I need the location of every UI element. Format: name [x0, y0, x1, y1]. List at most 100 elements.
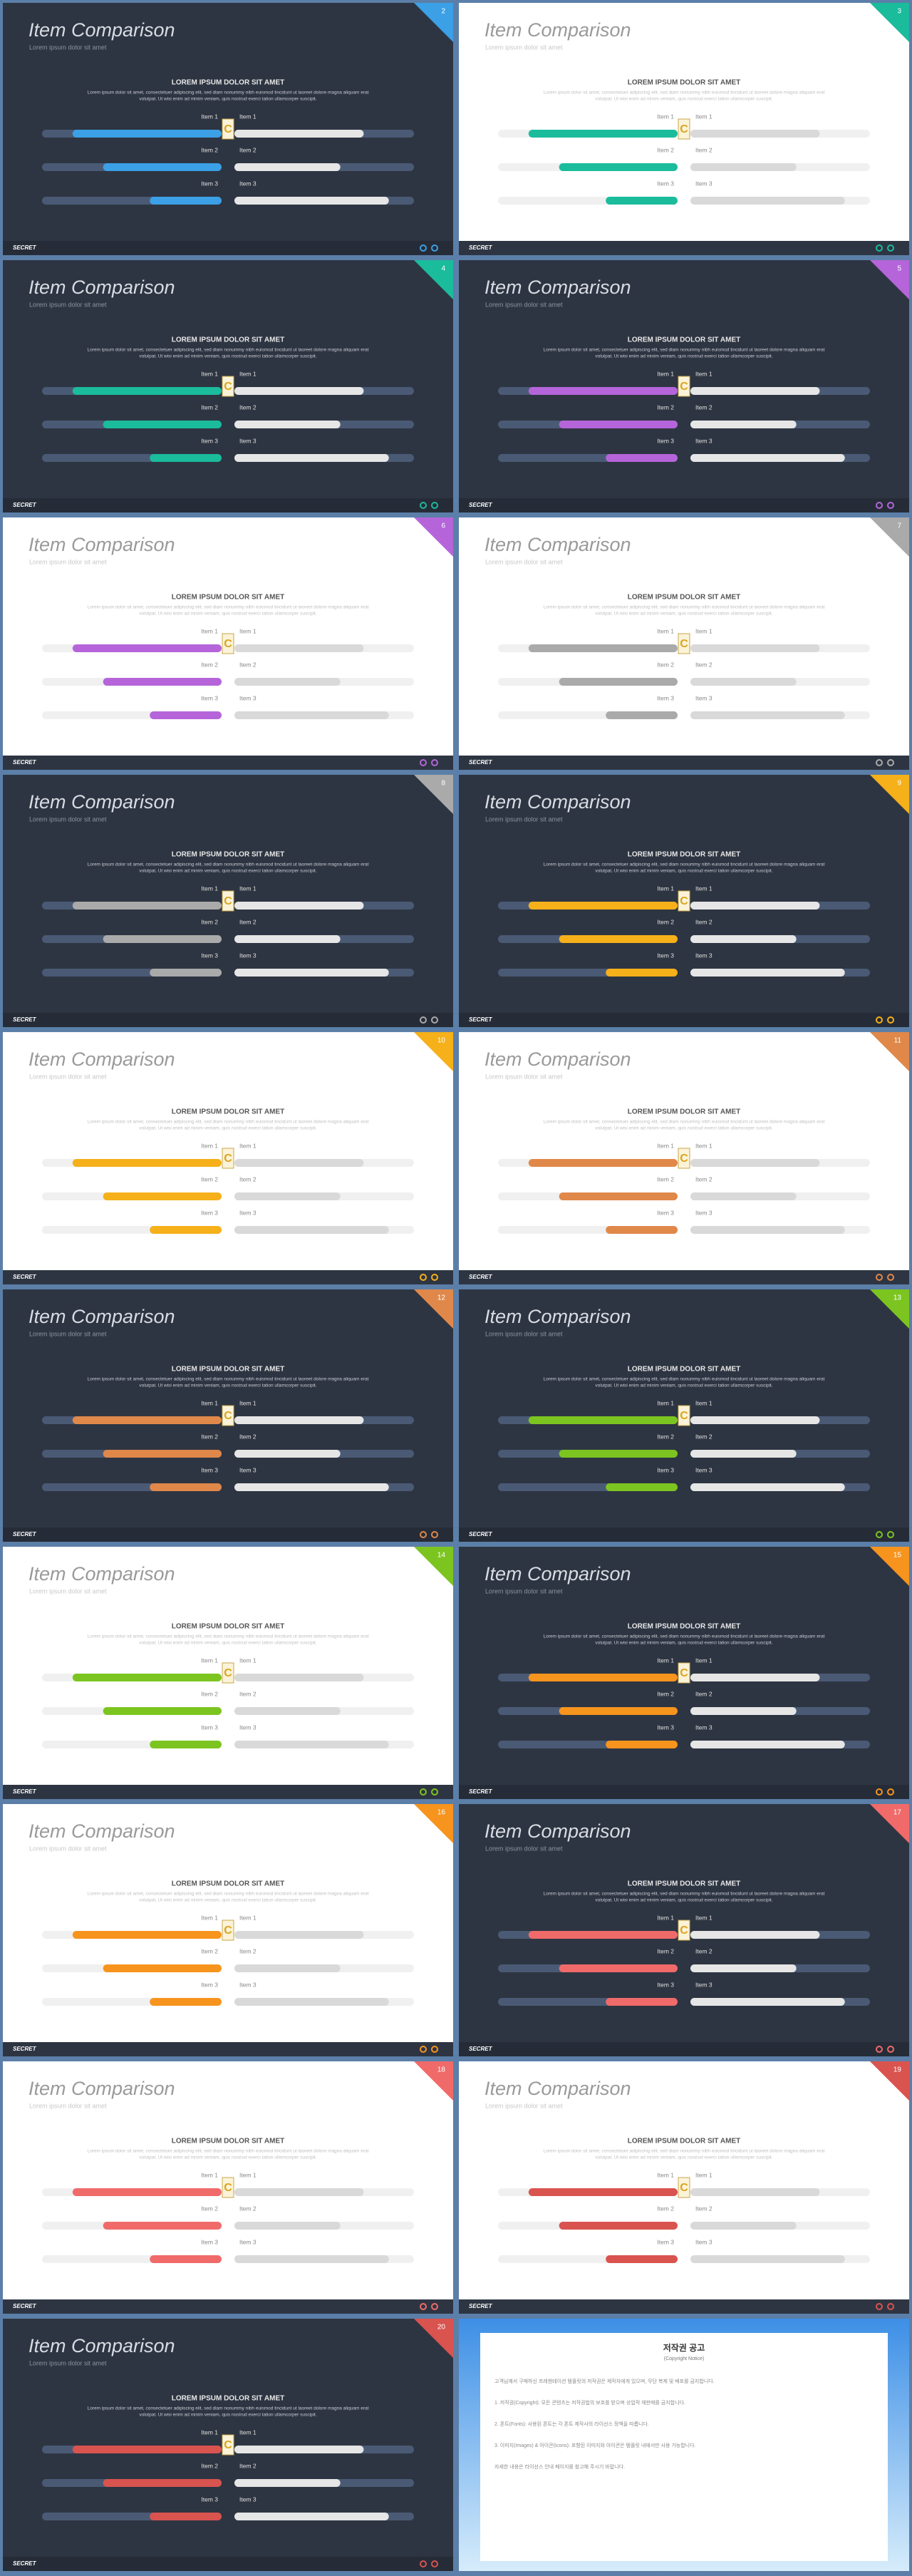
footer-text: SECRET	[13, 2303, 37, 2309]
item-label-right: Item 2	[239, 2462, 256, 2469]
item-label-left: Item 3	[201, 952, 218, 959]
heading: LOREM IPSUM DOLOR SIT AMET	[628, 851, 741, 859]
item-label-right: Item 3	[239, 1724, 256, 1731]
bar-left	[72, 1931, 222, 1939]
footer-bar	[459, 1527, 909, 1542]
footer-dot	[420, 1016, 427, 1024]
bar-right	[234, 644, 364, 652]
item-label-right: Item 3	[695, 2238, 712, 2245]
slide-number: 13	[893, 1294, 902, 1302]
item-label-left: Item 3	[201, 437, 218, 444]
footer-bar	[3, 1013, 453, 1027]
item-label-left: Item 1	[201, 2428, 218, 2436]
item-label-left: Item 2	[657, 1947, 674, 1954]
body-text: volutpat. Ut wisi enim ad minim veniam, …	[139, 97, 316, 102]
bar-left	[606, 1998, 678, 2006]
slide-title: Item Comparison	[28, 1563, 175, 1585]
bar-left	[72, 1674, 222, 1681]
heading: LOREM IPSUM DOLOR SIT AMET	[628, 79, 741, 87]
footer-dot	[431, 1788, 438, 1796]
slide-subtitle: Lorem ipsum dolor sit amet	[29, 301, 107, 308]
slide-subtitle: Lorem ipsum dolor sit amet	[29, 1845, 107, 1852]
item-label-left: Item 2	[201, 403, 218, 411]
bar-left	[72, 1416, 222, 1424]
item-label-left: Item 2	[201, 918, 218, 925]
icon-box	[678, 1662, 690, 1684]
slide-title: Item Comparison	[28, 1820, 175, 1842]
item-label-left: Item 2	[657, 403, 674, 411]
footer-text: SECRET	[469, 2303, 493, 2309]
bar-right	[234, 387, 364, 395]
item-label-left: Item 2	[201, 146, 218, 153]
footer-dot	[420, 1274, 427, 1281]
icon: C	[680, 381, 688, 393]
body-text: volutpat. Ut wisi enim ad minim veniam, …	[139, 1384, 316, 1389]
bar-right	[690, 387, 820, 395]
corner-tag	[870, 517, 909, 557]
slide: Item Comparison Lorem ipsum dolor sit ame…	[459, 260, 909, 512]
footer-dot	[887, 502, 894, 509]
slide: Item Comparison Lorem ipsum dolor sit ame…	[459, 3, 909, 255]
item-label-right: Item 2	[239, 1175, 256, 1183]
item-label-right: Item 3	[239, 694, 256, 701]
heading: LOREM IPSUM DOLOR SIT AMET	[628, 336, 741, 344]
item-label-left: Item 2	[657, 1433, 674, 1440]
slide: Item Comparison Lorem ipsum dolor sit ame…	[3, 2061, 453, 2314]
bar-right	[234, 454, 389, 462]
footer-dot	[420, 1531, 427, 1538]
slide-subtitle: Lorem ipsum dolor sit amet	[29, 558, 107, 565]
item-label-right: Item 1	[239, 2428, 256, 2436]
icon: C	[224, 1667, 232, 1679]
bar-right	[690, 1964, 797, 1972]
bar-right	[690, 1707, 797, 1715]
item-label-right: Item 2	[695, 1690, 712, 1697]
bar-left	[559, 1707, 678, 1715]
heading: LOREM IPSUM DOLOR SIT AMET	[628, 1366, 741, 1374]
footer-dot	[420, 759, 427, 766]
bar-right	[234, 2513, 389, 2520]
footer-dot	[431, 2046, 438, 2053]
bar-left	[103, 1450, 222, 1458]
bar-right	[690, 2255, 845, 2263]
icon: C	[680, 1410, 688, 1422]
item-label-left: Item 1	[657, 627, 674, 634]
footer-dot	[876, 502, 883, 509]
slide-number: 4	[441, 265, 445, 273]
item-label-left: Item 1	[657, 370, 674, 377]
bar-left	[606, 197, 678, 205]
bar-right	[690, 1416, 820, 1424]
item-label-left: Item 2	[201, 2462, 218, 2469]
bar-left	[606, 1741, 678, 1748]
body-text: volutpat. Ut wisi enim ad minim veniam, …	[139, 354, 316, 359]
notice-card	[480, 2333, 888, 2561]
footer-text: SECRET	[469, 244, 493, 251]
item-label-right: Item 3	[239, 952, 256, 959]
bar-left	[103, 678, 222, 686]
slide: Item Comparison Lorem ipsum dolor sit ame…	[459, 517, 909, 770]
slide-subtitle: Lorem ipsum dolor sit amet	[29, 1073, 107, 1080]
icon: C	[224, 1410, 232, 1422]
bar-right	[234, 935, 341, 943]
item-label-left: Item 1	[657, 1914, 674, 1921]
corner-tag	[414, 2319, 453, 2358]
icon-box	[222, 376, 234, 397]
icon: C	[680, 1925, 688, 1937]
footer-bar	[459, 2042, 909, 2056]
icon-box	[678, 633, 690, 654]
slide: Item Comparison Lorem ipsum dolor sit ame…	[3, 517, 453, 770]
heading: LOREM IPSUM DOLOR SIT AMET	[172, 851, 285, 859]
icon: C	[224, 381, 232, 393]
item-label-left: Item 3	[657, 1981, 674, 1988]
bar-left	[150, 1226, 222, 1234]
footer-dot	[431, 2303, 438, 2310]
slide-title: Item Comparison	[484, 277, 631, 298]
slide: Item Comparison Lorem ipsum dolor sit ame…	[459, 1547, 909, 1799]
heading: LOREM IPSUM DOLOR SIT AMET	[628, 594, 741, 602]
item-label-left: Item 1	[201, 370, 218, 377]
item-label-right: Item 1	[695, 370, 712, 377]
footer-dot	[876, 1274, 883, 1281]
item-label-left: Item 1	[657, 2171, 674, 2178]
slide-title: Item Comparison	[28, 791, 175, 813]
body-text: Lorem ipsum dolor sit amet, consectetuer…	[544, 862, 825, 867]
bar-left	[559, 1964, 678, 1972]
